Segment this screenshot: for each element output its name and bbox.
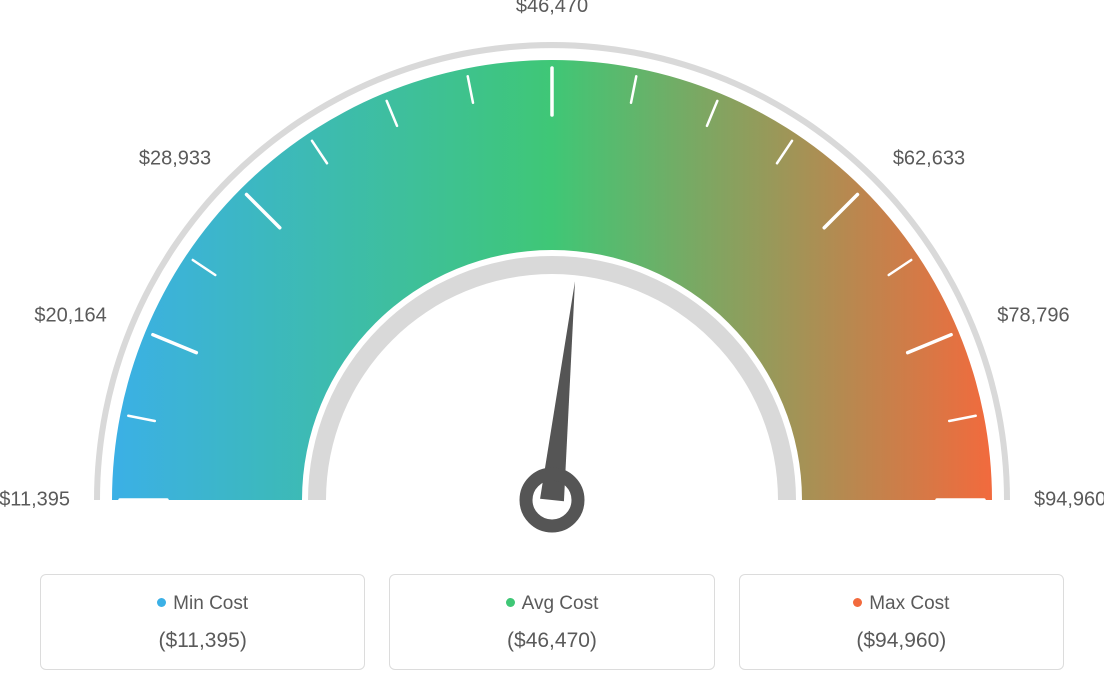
gauge-tick-label: $94,960 — [1034, 489, 1104, 512]
legend-box-min: Min Cost ($11,395) — [40, 574, 365, 670]
legend-value-max: ($94,960) — [750, 629, 1053, 653]
max-dot-icon — [853, 598, 862, 607]
gauge-chart: $11,395 $20,164 $28,933 $46,470 $62,633 $78,7… — [0, 0, 1104, 560]
legend-value-avg: ($46,470) — [400, 629, 703, 653]
gauge-svg — [0, 0, 1104, 560]
gauge-tick-label: $11,395 — [0, 489, 70, 512]
avg-dot-icon — [506, 598, 515, 607]
gauge-tick-label: $46,470 — [516, 0, 588, 18]
gauge-tick-label: $78,796 — [997, 304, 1069, 327]
gauge-tick-label: $20,164 — [34, 304, 106, 327]
legend-value-min: ($11,395) — [51, 629, 354, 653]
legend-title-max-text: Max Cost — [869, 593, 949, 614]
legend-box-max: Max Cost ($94,960) — [739, 574, 1064, 670]
gauge-tick-label: $62,633 — [893, 148, 965, 171]
legend-title-max: Max Cost — [750, 593, 1053, 615]
legend-title-avg: Avg Cost — [400, 593, 703, 615]
legend-title-avg-text: Avg Cost — [522, 593, 599, 614]
legend-row: Min Cost ($11,395) Avg Cost ($46,470) Ma… — [40, 574, 1064, 670]
min-dot-icon — [157, 598, 166, 607]
legend-title-min-text: Min Cost — [173, 593, 248, 614]
legend-title-min: Min Cost — [51, 593, 354, 615]
legend-box-avg: Avg Cost ($46,470) — [389, 574, 714, 670]
gauge-tick-label: $28,933 — [139, 148, 211, 171]
chart-container: $11,395 $20,164 $28,933 $46,470 $62,633 $78,7… — [0, 0, 1104, 690]
